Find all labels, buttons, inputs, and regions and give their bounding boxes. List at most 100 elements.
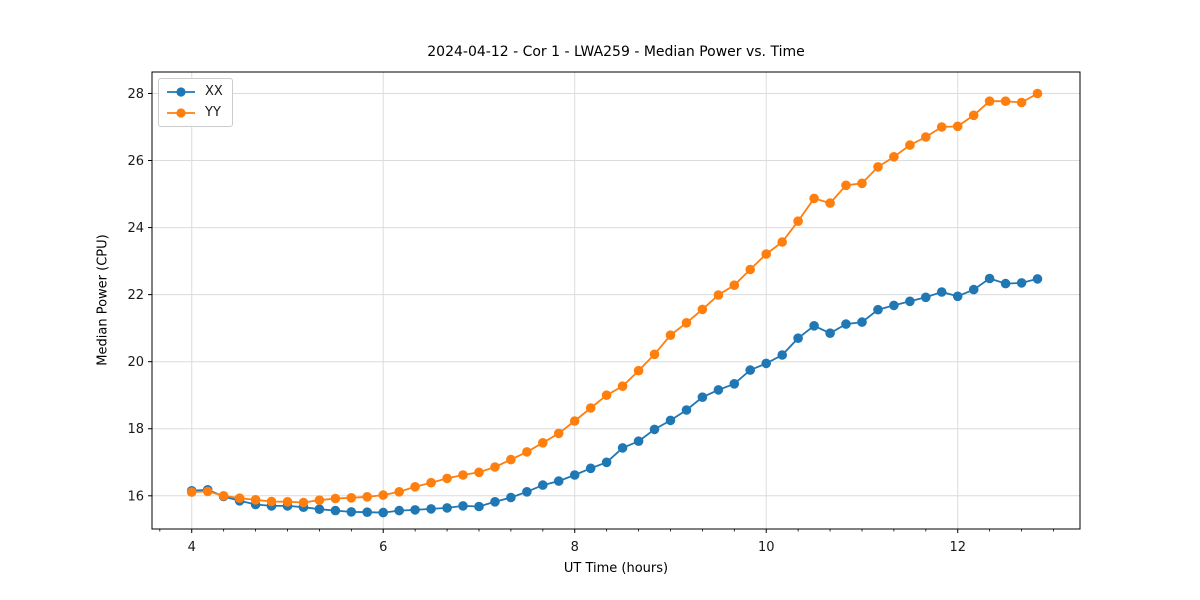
series-XX-point bbox=[426, 504, 436, 514]
series-XX-point bbox=[346, 507, 357, 517]
series-YY-point bbox=[282, 497, 293, 507]
series-YY-point bbox=[250, 495, 261, 505]
series-YY-point bbox=[936, 122, 947, 132]
series-YY-point bbox=[298, 497, 309, 508]
series-XX-point bbox=[761, 358, 771, 369]
chart-title: 2024-04-12 - Cor 1 - LWA259 - Median Pow… bbox=[427, 44, 805, 60]
series-XX-point bbox=[490, 497, 500, 507]
gridlines bbox=[152, 72, 1080, 529]
series-YY bbox=[186, 88, 1043, 508]
series-XX-point bbox=[968, 284, 979, 295]
series-XX-point bbox=[569, 470, 580, 480]
series-YY-point bbox=[729, 280, 740, 291]
series-YY-point bbox=[921, 132, 931, 142]
series-YY-point bbox=[649, 349, 660, 360]
series-YY-point bbox=[330, 493, 341, 504]
series-XX-point bbox=[553, 476, 564, 486]
series-XX-point bbox=[793, 333, 803, 344]
series-XX-point bbox=[841, 319, 851, 329]
series-XX-point bbox=[538, 480, 548, 490]
series-YY-point bbox=[889, 152, 899, 162]
series-YY-point bbox=[202, 486, 213, 497]
series-YY-point bbox=[426, 477, 436, 488]
series-YY-point bbox=[186, 487, 197, 497]
series-XX-point bbox=[330, 505, 341, 516]
series-XX-point bbox=[585, 463, 596, 474]
series-XX-point bbox=[410, 505, 420, 515]
series-XX-point bbox=[745, 365, 755, 375]
series-YY-point bbox=[952, 121, 963, 132]
series-XX-point bbox=[889, 300, 899, 311]
series-YY-point bbox=[825, 198, 835, 208]
legend: XX YY bbox=[158, 78, 233, 127]
x-tick-label: 8 bbox=[571, 540, 579, 555]
series-XX-point bbox=[952, 291, 963, 302]
series-XX-point bbox=[1000, 278, 1011, 289]
series-XX-point bbox=[809, 321, 819, 331]
y-tick-label: 18 bbox=[127, 422, 144, 437]
series-XX-line bbox=[191, 277, 1038, 514]
series-YY-point bbox=[777, 237, 787, 247]
series-XX-point bbox=[1016, 278, 1027, 288]
series-YY-point bbox=[809, 193, 819, 204]
series-YY-point bbox=[218, 491, 229, 501]
series-XX-point bbox=[617, 443, 628, 453]
series-XX-point bbox=[314, 504, 325, 514]
series-YY-point bbox=[601, 390, 612, 401]
series-YY-point bbox=[394, 487, 405, 497]
series-YY-point bbox=[378, 490, 389, 500]
x-tick-label: 10 bbox=[758, 540, 775, 555]
x-axis-label: UT Time (hours) bbox=[563, 561, 669, 576]
series-YY-point bbox=[681, 318, 692, 328]
series-XX-point bbox=[665, 415, 676, 426]
legend-label-xx: XX bbox=[205, 84, 223, 99]
ticks: 4 6 8 10 12 16 18 20 22 24 26 28 bbox=[127, 87, 1054, 555]
series-XX-point bbox=[921, 292, 931, 303]
series-YY-point bbox=[458, 470, 468, 480]
series-YY-point bbox=[745, 264, 755, 275]
series-XX-point bbox=[378, 507, 389, 518]
series-YY-point bbox=[665, 330, 676, 341]
series-XX-point bbox=[936, 287, 947, 297]
series-XX-point bbox=[506, 492, 516, 503]
series-YY-point bbox=[569, 416, 580, 426]
series-XX-point bbox=[601, 457, 612, 468]
series-YY-point bbox=[841, 180, 851, 191]
series-YY-point bbox=[793, 216, 803, 226]
series-YY-point bbox=[234, 493, 245, 504]
series-YY-point bbox=[984, 96, 995, 106]
series-XX-point bbox=[777, 350, 787, 360]
series-YY-point bbox=[761, 249, 771, 259]
series-YY-point bbox=[873, 162, 883, 172]
series-XX-point bbox=[522, 487, 532, 497]
series-YY-point bbox=[490, 462, 500, 472]
series-XX-point bbox=[633, 436, 644, 447]
series-XX bbox=[186, 273, 1043, 518]
series-XX-point bbox=[394, 505, 405, 516]
series-XX-point bbox=[649, 424, 660, 435]
series-YY-point bbox=[968, 110, 979, 121]
series-YY-point bbox=[266, 496, 277, 507]
series-YY-point bbox=[442, 473, 452, 484]
y-tick-label: 16 bbox=[127, 489, 144, 504]
series-YY-point bbox=[362, 492, 373, 502]
y-tick-label: 24 bbox=[127, 221, 144, 236]
series-YY-point bbox=[346, 493, 357, 503]
legend-line-marker-yy-icon bbox=[167, 107, 195, 118]
series-XX-point bbox=[1032, 274, 1043, 284]
series-YY-point bbox=[633, 365, 644, 376]
series-YY-point bbox=[905, 140, 915, 150]
series-YY-point bbox=[522, 447, 532, 457]
series-YY-point bbox=[1016, 97, 1027, 108]
legend-item-yy: YY bbox=[166, 103, 223, 122]
series-XX-point bbox=[857, 317, 867, 327]
series-XX-point bbox=[825, 328, 835, 339]
series-XX-point bbox=[458, 501, 468, 511]
series-YY-point bbox=[553, 428, 564, 439]
legend-line-marker-xx-icon bbox=[167, 86, 195, 97]
series-XX-point bbox=[442, 503, 452, 513]
series-XX-point bbox=[474, 501, 484, 512]
series-YY-point bbox=[474, 467, 484, 478]
